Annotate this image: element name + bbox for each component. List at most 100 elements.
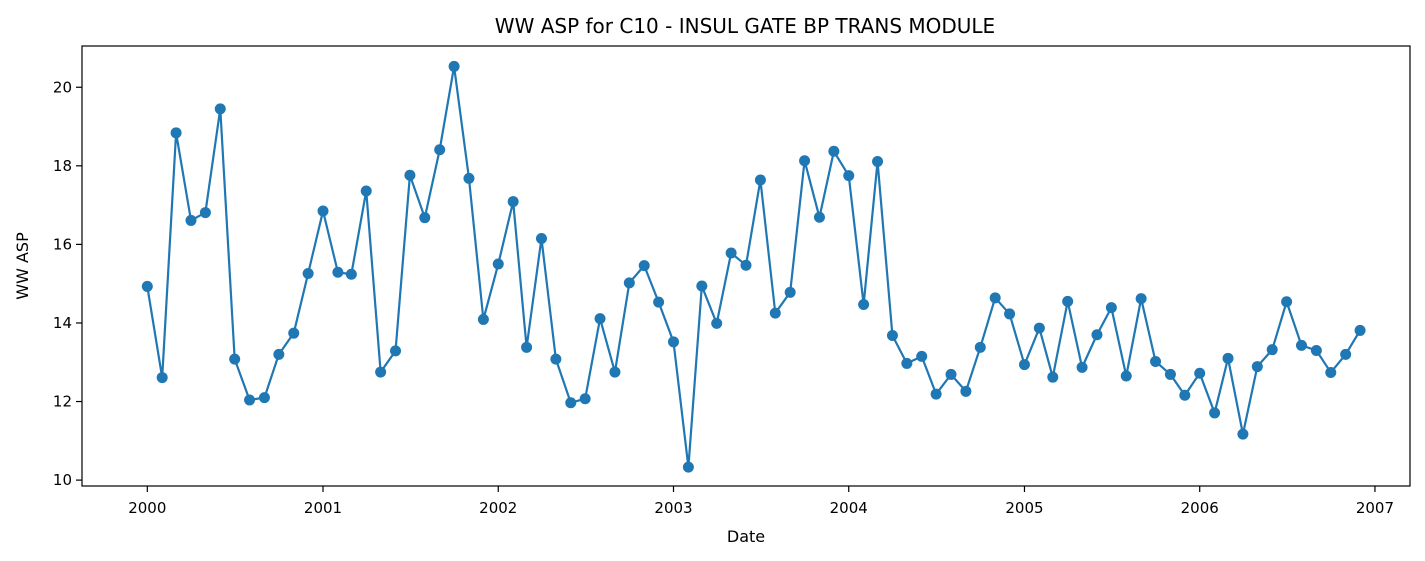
x-tick-label: 2005 [1005, 499, 1043, 517]
data-point [799, 155, 811, 167]
data-point [565, 397, 577, 409]
data-point [843, 170, 855, 182]
data-point [448, 60, 460, 72]
data-point [1222, 352, 1234, 364]
data-point [1062, 295, 1074, 307]
data-point [1120, 370, 1132, 382]
chart-title: WW ASP for C10 - INSUL GATE BP TRANS MOD… [495, 14, 995, 38]
data-point [1018, 359, 1030, 371]
x-axis-label: Date [727, 527, 765, 546]
data-point [375, 366, 387, 378]
data-point [1135, 293, 1147, 305]
data-point [1340, 348, 1352, 360]
y-tick-label: 20 [53, 78, 72, 96]
data-point [419, 212, 431, 224]
series-line [146, 65, 1362, 469]
data-point [623, 277, 635, 289]
data-point [594, 313, 606, 325]
data-point [521, 341, 533, 353]
x-axis: 2000 2001 2002 2003 2004 2005 2006 2007 [128, 486, 1394, 517]
data-point [463, 172, 475, 184]
data-point [199, 207, 211, 219]
y-axis-label: WW ASP [13, 232, 32, 300]
data-point [638, 260, 650, 272]
data-point [769, 307, 781, 319]
data-point [901, 357, 913, 369]
data-point [682, 461, 694, 473]
y-axis: 10 12 14 16 18 20 [53, 78, 82, 489]
data-point [507, 196, 519, 208]
data-point [1076, 361, 1088, 373]
data-point [858, 299, 870, 310]
data-point [725, 247, 737, 259]
data-point [477, 313, 489, 325]
data-point [828, 145, 840, 157]
data-point [579, 393, 591, 405]
data-point [974, 341, 986, 353]
data-point [141, 280, 153, 292]
data-point [1033, 322, 1045, 334]
data-point [302, 267, 314, 279]
y-tick-label: 16 [53, 235, 72, 253]
x-tick-label: 2006 [1181, 499, 1219, 517]
data-point [916, 350, 928, 362]
data-point [390, 345, 402, 357]
data-point [886, 330, 898, 342]
data-point [273, 348, 285, 360]
data-point [609, 366, 621, 378]
data-point [345, 268, 357, 280]
x-tick-label: 2007 [1356, 499, 1394, 517]
data-point [535, 233, 547, 244]
data-point [1179, 389, 1191, 401]
data-point [1251, 361, 1263, 373]
data-point [1295, 339, 1307, 351]
data-point [813, 211, 825, 223]
data-point [434, 144, 446, 156]
data-point [229, 353, 241, 365]
data-point [960, 385, 972, 397]
y-tick-label: 12 [53, 393, 72, 411]
x-tick-label: 2000 [128, 499, 166, 517]
data-point [754, 174, 766, 186]
plot-area [141, 60, 1366, 473]
data-point [332, 266, 344, 278]
data-point [930, 388, 942, 400]
x-tick-label: 2001 [304, 499, 342, 517]
data-point [711, 317, 723, 329]
data-point [653, 296, 665, 308]
x-tick-label: 2002 [479, 499, 517, 517]
x-tick-label: 2004 [830, 499, 868, 517]
data-point [1091, 329, 1103, 341]
data-point [1209, 407, 1221, 419]
data-point [492, 258, 504, 270]
data-point [1047, 371, 1059, 383]
data-point [740, 259, 752, 271]
data-point [1164, 368, 1176, 380]
y-tick-label: 10 [53, 471, 72, 489]
data-point [1194, 367, 1206, 379]
y-tick-label: 14 [53, 314, 72, 332]
data-point [1004, 308, 1016, 320]
x-tick-label: 2003 [654, 499, 692, 517]
data-point [1105, 302, 1117, 314]
data-point [214, 103, 226, 115]
data-point [945, 368, 957, 380]
data-point [404, 169, 416, 181]
data-point [288, 327, 300, 339]
data-point [872, 156, 884, 167]
data-point [696, 280, 708, 292]
data-point [668, 336, 679, 348]
data-point [989, 292, 1001, 304]
data-point [1281, 296, 1293, 308]
data-point [360, 185, 372, 197]
data-point [1325, 366, 1337, 378]
data-point [244, 394, 256, 406]
data-point [550, 353, 562, 365]
data-point [317, 205, 329, 217]
data-point [185, 214, 197, 226]
data-point [1266, 344, 1278, 356]
data-point [258, 392, 270, 404]
data-point [170, 127, 182, 139]
data-point [156, 372, 168, 384]
